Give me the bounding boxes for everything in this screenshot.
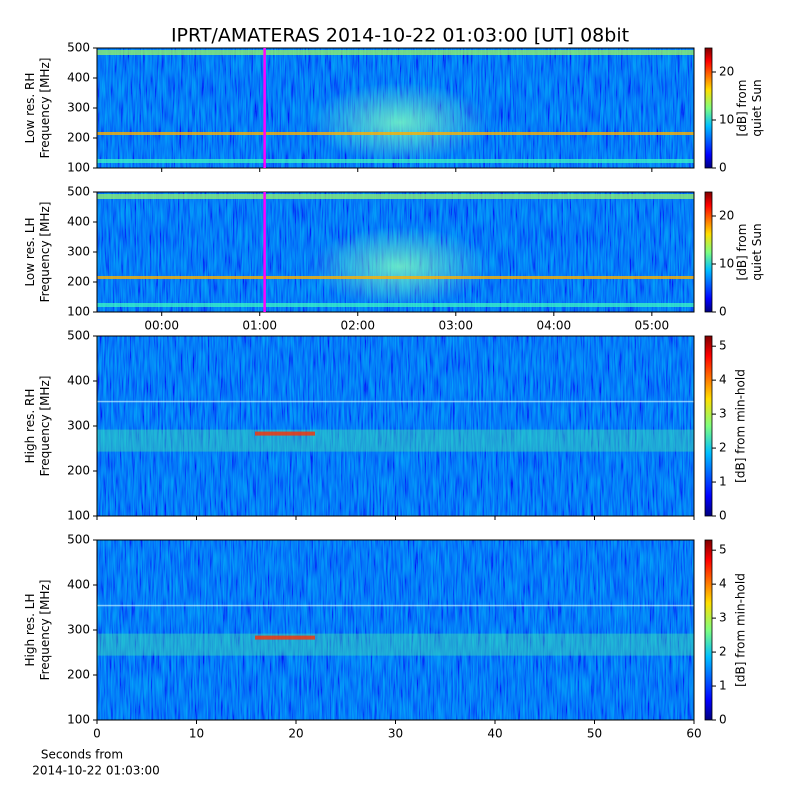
band bbox=[97, 604, 694, 607]
y-axis-label: Frequency [MHz] bbox=[38, 202, 52, 303]
burst-region bbox=[310, 82, 490, 162]
y-tick-label: 200 bbox=[67, 275, 90, 289]
x-tick-label: 0 bbox=[93, 727, 101, 741]
band bbox=[97, 159, 694, 163]
colorbar-tick-label: 0 bbox=[719, 509, 727, 523]
band bbox=[97, 400, 694, 403]
x-axis-label: 2014-10-22 01:03:00 bbox=[32, 764, 159, 778]
colorbar-tick-label: 3 bbox=[719, 611, 727, 625]
y-tick-label: 400 bbox=[67, 578, 90, 592]
colorbar-tick-label: 5 bbox=[719, 339, 727, 353]
colorbar-label: [dB] from bbox=[735, 224, 749, 281]
colorbar bbox=[704, 539, 713, 721]
x-tick-label: 60 bbox=[686, 727, 701, 741]
y-axis-label: Low res. LH bbox=[23, 217, 37, 286]
y-tick-label: 300 bbox=[67, 623, 90, 637]
colorbar-label: quiet Sun bbox=[750, 223, 764, 280]
colorbar-tick-label: 1 bbox=[719, 679, 727, 693]
x-tick-label: 04:00 bbox=[537, 319, 572, 333]
y-axis-label: High res. LH bbox=[23, 593, 37, 666]
y-tick-label: 100 bbox=[67, 713, 90, 727]
y-axis-label: High res. RH bbox=[23, 389, 37, 464]
colorbar-tick-label: 1 bbox=[719, 475, 727, 489]
colorbar-tick-label: 0 bbox=[719, 161, 727, 175]
spectrogram-texture bbox=[97, 336, 694, 516]
x-axis-label: Seconds from bbox=[41, 748, 123, 762]
x-tick-label: 01:00 bbox=[242, 319, 277, 333]
colorbar-label: [dB] from bbox=[735, 80, 749, 137]
y-tick-label: 100 bbox=[67, 305, 90, 319]
colorbar-tick-label: 4 bbox=[719, 577, 727, 591]
y-tick-label: 200 bbox=[67, 464, 90, 478]
x-tick-label: 02:00 bbox=[340, 319, 375, 333]
x-tick-label: 40 bbox=[487, 727, 502, 741]
y-axis-label: Frequency [MHz] bbox=[38, 580, 52, 681]
y-tick-label: 500 bbox=[67, 41, 90, 55]
y-tick-label: 100 bbox=[67, 509, 90, 523]
colorbar bbox=[704, 191, 713, 313]
band bbox=[97, 50, 694, 55]
colorbar-tick-label: 2 bbox=[719, 645, 727, 659]
y-tick-label: 300 bbox=[67, 245, 90, 259]
y-tick-label: 300 bbox=[67, 101, 90, 115]
band bbox=[97, 303, 694, 307]
x-tick-label: 05:00 bbox=[635, 319, 670, 333]
y-axis-label: Low res. RH bbox=[23, 73, 37, 144]
y-tick-label: 500 bbox=[67, 533, 90, 547]
x-tick-label: 00:00 bbox=[144, 319, 179, 333]
colorbar-tick-label: 0 bbox=[719, 713, 727, 727]
colorbar-label: quiet Sun bbox=[750, 79, 764, 136]
y-tick-label: 400 bbox=[67, 71, 90, 85]
band bbox=[97, 194, 694, 199]
figure-title: IPRT/AMATERAS 2014-10-22 01:03:00 [UT] 0… bbox=[171, 25, 629, 47]
y-tick-label: 500 bbox=[67, 185, 90, 199]
band bbox=[97, 633, 694, 656]
colorbar-tick-label: 5 bbox=[719, 543, 727, 557]
x-tick-label: 10 bbox=[189, 727, 204, 741]
colorbar-tick-label: 4 bbox=[719, 373, 727, 387]
burst-region bbox=[310, 226, 490, 306]
colorbar-label: [dB] from min-hold bbox=[734, 573, 748, 687]
y-tick-label: 200 bbox=[67, 668, 90, 682]
colorbar-tick-label: 0 bbox=[719, 305, 727, 319]
band bbox=[255, 431, 315, 436]
y-axis-label: Frequency [MHz] bbox=[38, 58, 52, 159]
y-tick-label: 200 bbox=[67, 131, 90, 145]
x-tick-label: 03:00 bbox=[438, 319, 473, 333]
y-axis-label: Frequency [MHz] bbox=[38, 376, 52, 477]
colorbar-tick-label: 10 bbox=[719, 257, 734, 271]
x-tick-label: 30 bbox=[388, 727, 403, 741]
colorbar-tick-label: 2 bbox=[719, 441, 727, 455]
band bbox=[255, 635, 315, 640]
band bbox=[97, 429, 694, 452]
y-tick-label: 500 bbox=[67, 329, 90, 343]
y-tick-label: 100 bbox=[67, 161, 90, 175]
colorbar bbox=[704, 47, 713, 169]
y-tick-label: 300 bbox=[67, 419, 90, 433]
y-tick-label: 400 bbox=[67, 215, 90, 229]
colorbar-tick-label: 10 bbox=[719, 113, 734, 127]
y-tick-label: 400 bbox=[67, 374, 90, 388]
x-tick-label: 20 bbox=[288, 727, 303, 741]
colorbar-tick-label: 20 bbox=[719, 209, 734, 223]
spectrogram-texture bbox=[97, 540, 694, 720]
x-tick-label: 50 bbox=[587, 727, 602, 741]
colorbar-tick-label: 20 bbox=[719, 65, 734, 79]
colorbar-label: [dB] from min-hold bbox=[734, 369, 748, 483]
band bbox=[97, 276, 694, 279]
colorbar-tick-label: 3 bbox=[719, 407, 727, 421]
colorbar bbox=[704, 335, 713, 517]
band bbox=[97, 132, 694, 135]
